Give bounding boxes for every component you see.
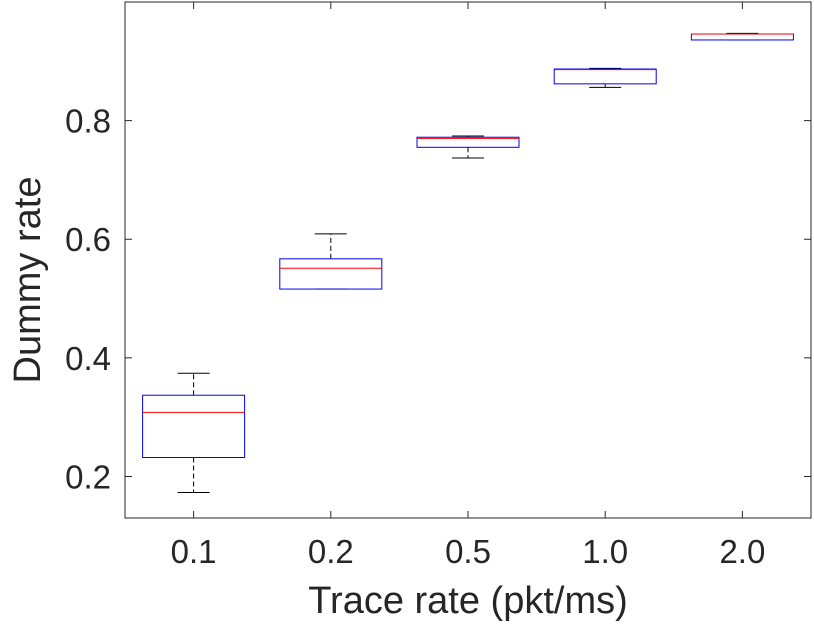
iqr-box xyxy=(553,68,657,85)
box-0-2 xyxy=(279,233,383,290)
boxes-group xyxy=(142,32,794,493)
x-tick-label: 2.0 xyxy=(719,533,765,570)
x-tick-label: 1.0 xyxy=(582,533,628,570)
box-1-0 xyxy=(553,67,657,88)
x-axis: 0.1 0.2 0.5 1.0 2.0 xyxy=(171,2,765,570)
x-tick-label: 0.5 xyxy=(445,533,491,570)
x-tick-label: 0.2 xyxy=(308,533,354,570)
y-tick-label: 0.4 xyxy=(65,340,111,377)
plot-area xyxy=(124,1,812,519)
box-0-1 xyxy=(142,372,246,493)
y-tick-label: 0.6 xyxy=(65,221,111,258)
y-tick-label: 0.2 xyxy=(65,458,111,495)
iqr-box xyxy=(416,136,520,148)
x-axis-label: Trace rate (pkt/ms) xyxy=(308,580,628,622)
iqr-box xyxy=(142,394,246,459)
box-2-0 xyxy=(690,32,794,41)
y-axis-label: Dummy rate xyxy=(7,177,49,384)
x-tick-label: 0.1 xyxy=(171,533,217,570)
y-tick-label: 0.8 xyxy=(65,103,111,140)
y-axis: 0.2 0.4 0.6 0.8 xyxy=(65,103,811,495)
box-0-5 xyxy=(416,135,520,159)
iqr-box xyxy=(279,258,383,290)
